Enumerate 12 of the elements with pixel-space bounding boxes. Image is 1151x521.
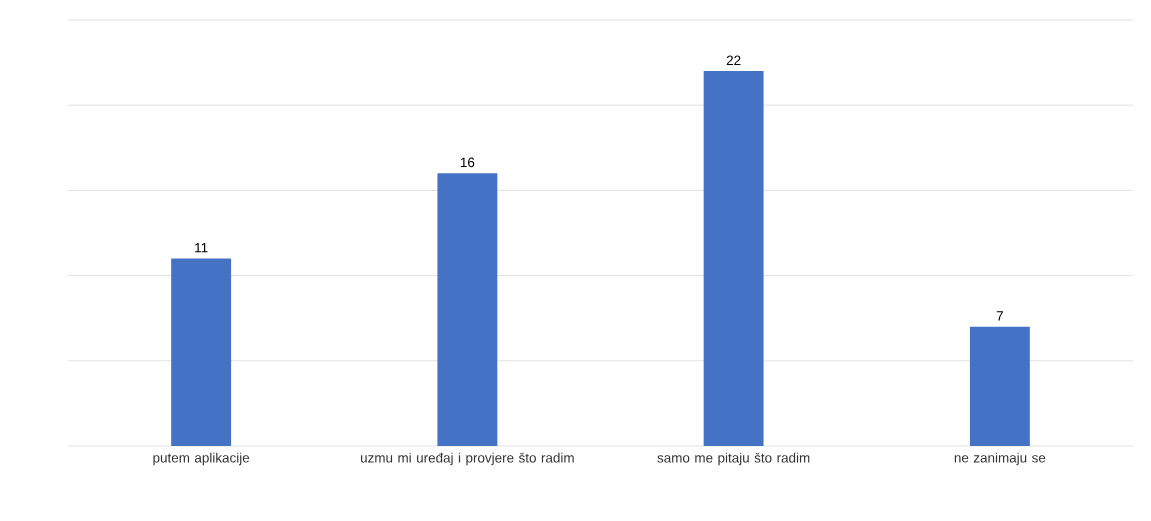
x-tick-label: putem aplikacije: [153, 452, 250, 466]
bar: [437, 173, 498, 446]
data-label: 7: [996, 311, 1003, 321]
data-label: 11: [195, 243, 208, 253]
x-tick-label: uzmu mi uređaj i provjere što radim: [361, 452, 574, 466]
data-label: 16: [460, 157, 475, 168]
bar: [969, 326, 1030, 446]
data-label: 22: [726, 55, 741, 65]
x-tick-label: samo me pitaju što radim: [657, 452, 810, 466]
bar: [171, 258, 232, 446]
x-tick-label: ne zanimaju se: [954, 452, 1046, 466]
bar: [703, 71, 764, 446]
